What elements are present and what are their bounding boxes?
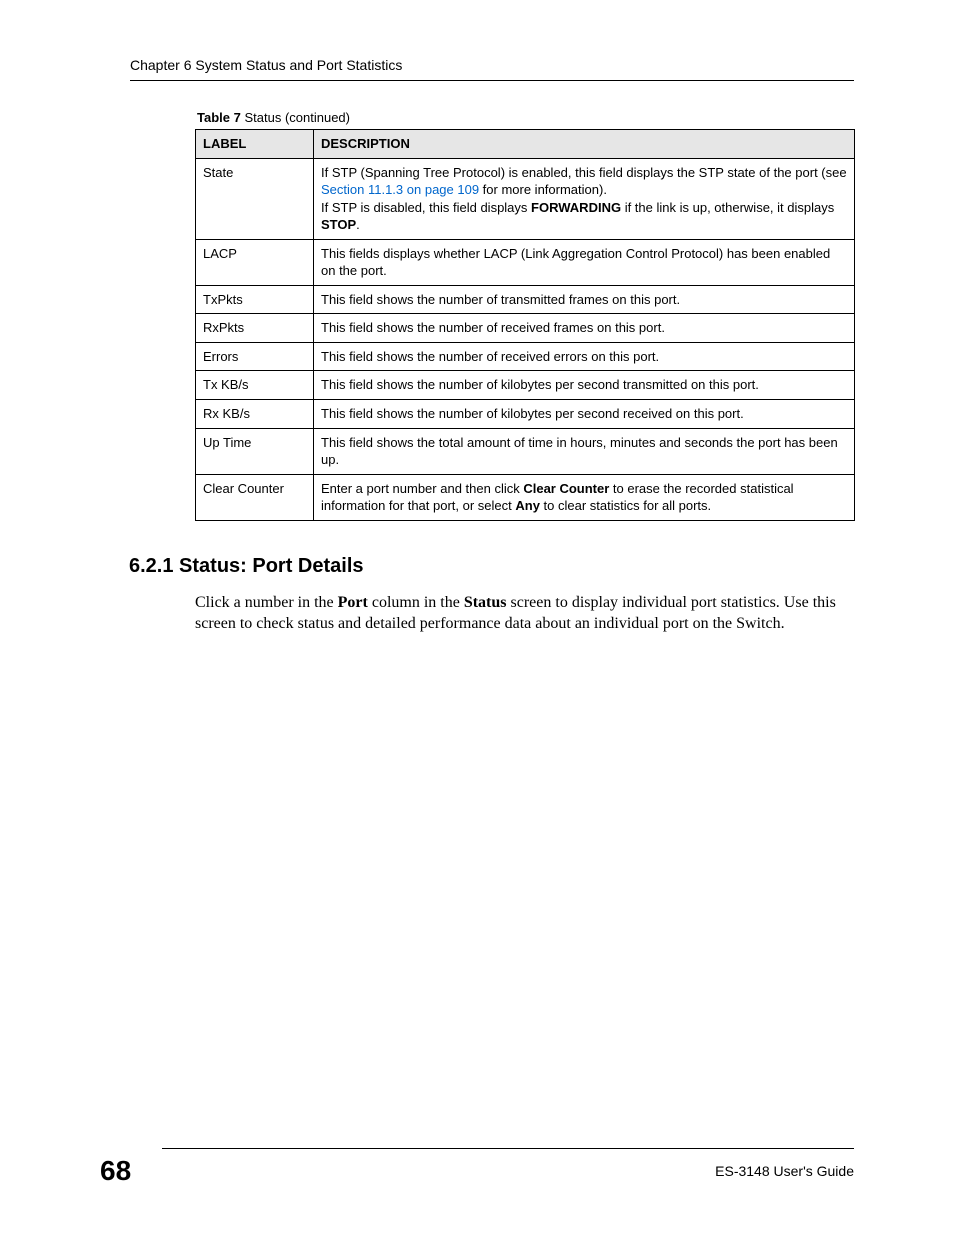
cell-label: Tx KB/s (196, 371, 314, 400)
cell-desc: This field shows the number of received … (314, 314, 855, 343)
table-caption-label: Table 7 (197, 110, 241, 125)
txt: Click a number in the (195, 594, 338, 611)
table-row: State If STP (Spanning Tree Protocol) is… (196, 158, 855, 239)
txt: to clear statistics for all ports. (540, 498, 711, 513)
cell-desc: This field shows the number of kilobytes… (314, 371, 855, 400)
section-heading: 6.2.1 Status: Port Details (129, 555, 855, 578)
cell-label: Up Time (196, 428, 314, 474)
cell-label: RxPkts (196, 314, 314, 343)
txt: column in the (368, 594, 464, 611)
page-number: 68 (100, 1155, 131, 1187)
cell-desc: This field shows the total amount of tim… (314, 428, 855, 474)
table-caption-suffix-text: (continued) (285, 110, 350, 125)
cell-desc: This field shows the number of transmitt… (314, 285, 855, 314)
cell-label: Clear Counter (196, 474, 314, 520)
table-row: RxPkts This field shows the number of re… (196, 314, 855, 343)
txt: if the link is up, otherwise, it display… (621, 200, 834, 215)
running-header: Chapter 6 System Status and Port Statist… (130, 57, 402, 73)
cell-desc: This field shows the number of kilobytes… (314, 400, 855, 429)
cell-desc: This field shows the number of received … (314, 342, 855, 371)
table-row: Rx KB/s This field shows the number of k… (196, 400, 855, 429)
table-row: TxPkts This field shows the number of tr… (196, 285, 855, 314)
header-rule (130, 80, 854, 81)
txt: for more information). (479, 182, 607, 197)
txt: Enter a port number and then click (321, 481, 523, 496)
txt: . (356, 217, 360, 232)
txt-bold: Status (464, 594, 507, 611)
cell-desc: If STP (Spanning Tree Protocol) is enabl… (314, 158, 855, 239)
cell-label: TxPkts (196, 285, 314, 314)
content-area: Table 7 Status (continued) LABEL DESCRIP… (195, 110, 855, 635)
footer-rule (162, 1148, 854, 1149)
body-paragraph: Click a number in the Port column in the… (195, 592, 855, 635)
page: Chapter 6 System Status and Port Statist… (0, 0, 954, 1235)
txt: If STP is disabled, this field displays (321, 200, 531, 215)
footer: 68 ES-3148 User's Guide (100, 1148, 854, 1187)
cell-desc: Enter a port number and then click Clear… (314, 474, 855, 520)
table-row: LACP This fields displays whether LACP (… (196, 239, 855, 285)
table-caption-title-text: Status (244, 110, 281, 125)
footer-row: 68 ES-3148 User's Guide (100, 1155, 854, 1187)
xref-link[interactable]: Section 11.1.3 on page 109 (321, 182, 479, 197)
table-row: Clear Counter Enter a port number and th… (196, 474, 855, 520)
th-label: LABEL (196, 130, 314, 159)
table-caption: Table 7 Status (continued) (197, 110, 855, 125)
txt-bold: Any (515, 498, 540, 513)
status-table: LABEL DESCRIPTION State If STP (Spanning… (195, 129, 855, 521)
txt: If STP (Spanning Tree Protocol) is enabl… (321, 165, 847, 180)
cell-label: State (196, 158, 314, 239)
cell-desc: This fields displays whether LACP (Link … (314, 239, 855, 285)
txt-bold: FORWARDING (531, 200, 621, 215)
th-description: DESCRIPTION (314, 130, 855, 159)
guide-name: ES-3148 User's Guide (715, 1163, 854, 1179)
table-row: Up Time This field shows the total amoun… (196, 428, 855, 474)
table-row: Tx KB/s This field shows the number of k… (196, 371, 855, 400)
table-row: Errors This field shows the number of re… (196, 342, 855, 371)
table-header-row: LABEL DESCRIPTION (196, 130, 855, 159)
cell-label: Errors (196, 342, 314, 371)
txt-bold: STOP (321, 217, 356, 232)
cell-label: Rx KB/s (196, 400, 314, 429)
cell-label: LACP (196, 239, 314, 285)
txt-bold: Port (338, 594, 368, 611)
txt-bold: Clear Counter (523, 481, 609, 496)
